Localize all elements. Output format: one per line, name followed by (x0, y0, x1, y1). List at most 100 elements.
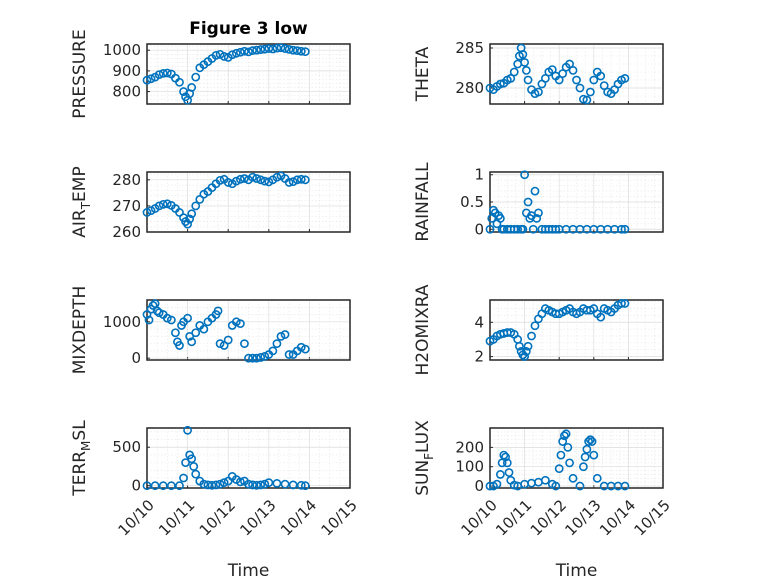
x-tick-label: 10/12 (527, 496, 570, 539)
data-point (582, 444, 592, 454)
data-point (215, 479, 225, 489)
data-point (231, 48, 241, 58)
data-point (563, 442, 573, 452)
data-point (240, 339, 249, 349)
data-point (582, 95, 592, 105)
data-point (252, 353, 262, 363)
data-point (272, 478, 282, 488)
data-point (280, 44, 290, 53)
data-point (244, 479, 253, 489)
y-tick-label: 2 (474, 348, 484, 366)
data-point (235, 174, 245, 184)
axes-frame (146, 299, 351, 361)
data-point (296, 342, 306, 352)
axes-box (489, 43, 664, 105)
data-point (617, 299, 626, 308)
data-point (256, 480, 266, 490)
x-axis-label: Time (227, 561, 270, 581)
data-point (521, 66, 531, 75)
data-point (240, 174, 249, 183)
y-axis-label: THETA (413, 46, 433, 102)
y-tick-label: 200 (455, 438, 484, 456)
data-point (485, 224, 495, 234)
data-point (219, 52, 229, 61)
y-axis-label: AIRTEMP (70, 166, 93, 237)
data-point (152, 306, 162, 316)
y-tick-label: 1 (474, 166, 484, 184)
x-tick-label: 10/11 (492, 496, 535, 539)
data-point (523, 197, 533, 207)
data-point (252, 45, 262, 55)
data-point (154, 308, 164, 318)
data-point (142, 481, 152, 491)
data-point (596, 71, 606, 81)
data-point (518, 224, 528, 234)
data-point (248, 46, 257, 56)
data-point (506, 74, 516, 83)
y-tick-label: 500 (112, 438, 141, 456)
x-tick-label: 10/13 (236, 496, 279, 539)
data-point (154, 201, 164, 211)
data-point (227, 50, 237, 60)
data-point (272, 172, 282, 182)
y-axis-label: MIXDEPTH (70, 286, 90, 375)
x-tick-label: 10/13 (561, 496, 604, 539)
data-point (223, 335, 233, 345)
data-point (568, 66, 578, 75)
data-point (252, 174, 262, 183)
data-point (244, 47, 253, 57)
data-point (589, 450, 599, 460)
axes-box (146, 427, 351, 489)
y-tick-label: 0 (474, 477, 484, 495)
data-point (235, 47, 245, 57)
data-point (185, 214, 195, 224)
data-point (235, 477, 245, 487)
y-tick-label: 0 (474, 220, 484, 238)
data-point (551, 481, 561, 491)
x-tick-label: 10/14 (596, 496, 639, 539)
data-point (187, 83, 197, 92)
data-point (231, 176, 241, 186)
data-point (579, 94, 588, 104)
data-point (256, 175, 266, 185)
data-point (300, 344, 310, 354)
y-tick-label: 1000 (103, 41, 141, 59)
data-point (584, 437, 594, 446)
axes-frame (489, 299, 664, 361)
data-point (260, 176, 270, 186)
data-point (568, 473, 578, 483)
data-point (223, 178, 233, 187)
data-point (572, 75, 581, 85)
data-point (154, 70, 164, 80)
data-point (211, 480, 221, 490)
data-point (244, 353, 253, 363)
data-point (620, 224, 630, 234)
data-point (620, 74, 630, 83)
data-point (530, 321, 540, 331)
data-point (248, 172, 257, 182)
data-point (142, 208, 152, 217)
axes-frame (146, 43, 351, 105)
data-point (248, 353, 257, 363)
x-tick-label: 10/10 (458, 496, 501, 539)
data-point (252, 480, 262, 490)
data-point (191, 469, 201, 479)
data-point (260, 44, 270, 54)
data-point (191, 72, 201, 82)
data-point (300, 47, 310, 57)
y-tick-label: 285 (455, 39, 484, 57)
data-point (596, 312, 606, 322)
data-point (215, 339, 225, 349)
x-tick-label: 10/14 (277, 496, 320, 539)
data-point (558, 69, 568, 78)
data-point (264, 44, 274, 53)
data-point (219, 341, 229, 350)
data-point (534, 87, 543, 97)
data-point (268, 346, 278, 356)
y-axis-label: SUNFLUX (413, 420, 436, 496)
data-point (620, 299, 630, 308)
